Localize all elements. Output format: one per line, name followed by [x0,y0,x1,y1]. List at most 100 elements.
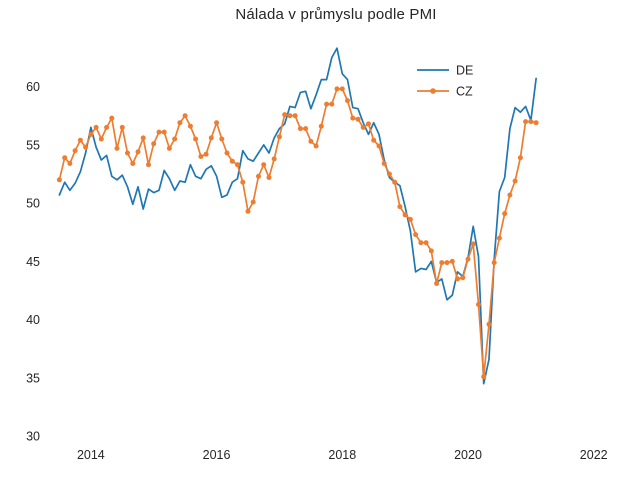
cz-marker [88,131,94,137]
cz-marker [250,199,256,205]
cz-marker [104,124,110,130]
cz-marker [235,162,240,168]
cz-marker [476,302,481,307]
x-tick-label: 2018 [328,448,356,462]
cz-marker [266,175,272,180]
cz-marker [256,173,261,179]
cz-marker [77,137,83,143]
x-tick-label: 2014 [77,448,105,462]
cz-marker [502,211,508,217]
cz-marker [491,260,497,266]
cz-marker [261,162,267,168]
y-tick-label: 35 [26,371,40,385]
cz-line-series [58,88,537,378]
cz-marker [523,119,529,125]
cz-marker [119,124,125,130]
cz-marker [334,86,340,92]
x-tick-label: 2016 [203,448,231,462]
cz-marker [271,156,277,162]
cz-marker [371,137,377,143]
cz-marker [460,275,466,281]
cz-marker [402,212,408,218]
cz-marker [329,101,335,107]
cz-marker [109,115,115,121]
chart-title: Nálada v průmyslu podle PMI [235,6,437,23]
cz-marker [62,155,68,161]
cz-marker [177,120,183,126]
cz-marker [481,374,487,380]
cz-marker [214,120,220,126]
cz-marker [324,101,330,107]
cz-marker [318,123,324,129]
cz-marker [198,154,204,159]
cz-marker [292,113,298,119]
cz-marker [386,171,392,177]
y-tick-label: 50 [26,197,40,211]
legend-label-cz: CZ [456,85,473,99]
cz-marker [297,126,303,132]
cz-marker [381,161,387,166]
cz-marker [345,98,350,104]
cz-marker [444,260,450,266]
y-tick-label: 40 [26,313,40,327]
cz-marker [397,204,403,210]
cz-marker [193,136,199,142]
cz-marker [449,258,455,264]
cz-marker [72,148,78,154]
cz-marker [339,86,345,92]
y-tick-label: 60 [26,80,40,94]
y-tick-label: 30 [26,430,40,444]
cz-marker [418,240,424,246]
cz-marker [313,143,319,149]
cz-marker [455,276,460,282]
cz-marker [203,151,209,157]
cz-marker [282,112,288,118]
cz-marker [172,136,178,142]
cz-marker [308,138,314,144]
cz-marker [507,192,513,198]
y-tick-label: 45 [26,255,40,269]
cz-marker [366,121,371,127]
cz-marker [428,248,434,254]
cz-marker [496,235,502,241]
cz-marker [182,113,188,119]
cz-marker [303,126,309,132]
cz-marker [533,120,539,126]
cz-marker [470,241,476,247]
cz-marker [245,208,251,214]
cz-marker [83,144,89,150]
cz-marker [287,113,293,119]
cz-marker [161,129,167,135]
cz-marker [240,179,246,185]
cz-marker [56,177,62,183]
cz-marker [67,161,73,166]
legend-marker-cz [430,88,436,94]
cz-marker [98,136,104,142]
cz-marker [392,179,398,185]
cz-marker [439,260,445,266]
cz-marker [423,240,429,246]
legend-label-de: DE [456,64,473,78]
cz-marker [350,115,356,121]
cz-marker [146,162,151,168]
cz-marker [376,143,382,149]
cz-marker [434,281,440,286]
cz-marker [166,145,172,151]
cz-marker [517,155,523,161]
cz-marker [486,321,492,327]
cz-marker [93,124,99,130]
cz-marker [208,135,214,141]
cz-marker [276,134,282,140]
de-line-series [58,47,537,385]
cz-marker [512,178,518,184]
cz-marker [125,150,130,156]
cz-marker [465,256,471,262]
cz-marker [114,145,120,151]
x-tick-label: 2022 [580,448,608,462]
cz-marker [413,232,419,238]
cz-marker [140,135,146,141]
cz-marker [360,124,366,130]
cz-marker [224,150,230,156]
